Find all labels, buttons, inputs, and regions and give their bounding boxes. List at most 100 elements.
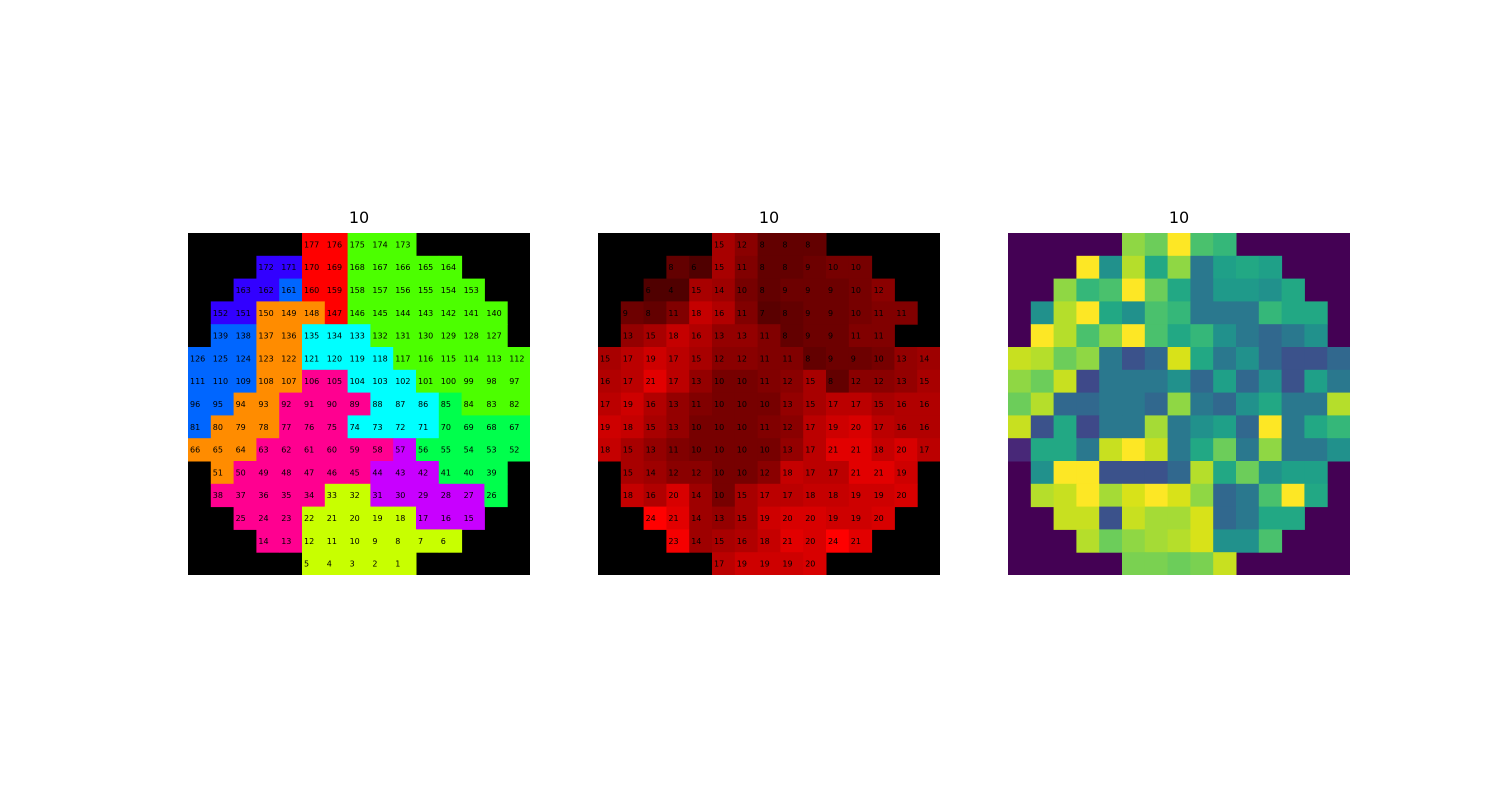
cell-label: 11	[737, 309, 747, 318]
cell-label: 84	[464, 400, 474, 409]
heatmap-cell	[643, 324, 667, 348]
cell-label: 158	[350, 286, 365, 295]
heatmap-cell	[1190, 506, 1214, 530]
heatmap-cell	[780, 301, 804, 325]
heatmap-cell	[689, 369, 713, 394]
cell-label: 10	[714, 377, 724, 386]
heatmap-cell	[1236, 415, 1260, 439]
cell-label: 10	[737, 400, 747, 409]
heatmap-cell	[1053, 483, 1077, 508]
heatmap-cell	[757, 506, 781, 530]
heatmap-cell	[780, 347, 804, 371]
heatmap-cell	[256, 506, 280, 530]
heatmap-cell	[507, 392, 530, 416]
heatmap-cell	[210, 461, 235, 485]
heatmap-cell	[689, 461, 713, 485]
heatmap-cell	[1099, 506, 1123, 530]
heatmap-cell	[233, 438, 257, 462]
heatmap-cell	[1030, 483, 1055, 508]
heatmap-cell	[1167, 552, 1191, 575]
cell-label: 18	[623, 423, 633, 432]
heatmap-cell	[324, 347, 349, 371]
heatmap-cell	[1190, 552, 1214, 575]
heatmap-cell	[484, 347, 508, 371]
cell-label: 49	[258, 468, 268, 477]
heatmap-cell	[826, 301, 850, 325]
cell-label: 99	[464, 377, 474, 386]
heatmap-cell	[302, 483, 326, 508]
cell-label: 8	[805, 240, 810, 249]
heatmap-cell	[1236, 483, 1260, 508]
heatmap-cell	[393, 552, 417, 575]
heatmap-cell	[712, 233, 736, 257]
cell-label: 89	[350, 400, 360, 409]
cell-label: 9	[805, 332, 810, 341]
heatmap-cell	[302, 529, 326, 553]
heatmap-cell	[416, 301, 440, 325]
heatmap-cell	[803, 529, 827, 553]
heatmap-cell	[370, 438, 394, 462]
heatmap-cell	[712, 461, 736, 485]
heatmap-cell	[734, 552, 759, 575]
heatmap-cell	[917, 438, 940, 462]
cell-label: 80	[213, 423, 223, 432]
cell-label: 64	[236, 446, 246, 455]
cell-label: 13	[714, 514, 724, 523]
heatmap-cell	[1236, 255, 1260, 280]
cell-label: 35	[281, 491, 291, 500]
heatmap-cell	[393, 415, 417, 439]
heatmap-cell	[757, 483, 781, 508]
heatmap-cell	[1008, 415, 1032, 439]
heatmap-cell	[302, 506, 326, 530]
cell-label: 15	[691, 286, 701, 295]
cell-label: 143	[418, 309, 433, 318]
heatmap-cell	[233, 415, 257, 439]
heatmap-cell	[188, 438, 212, 462]
heatmap-cell	[438, 301, 463, 325]
heatmap-cell	[370, 415, 394, 439]
cell-label: 65	[213, 446, 223, 455]
heatmap-cell	[324, 552, 349, 575]
heatmap-cell	[507, 438, 530, 462]
cell-label: 42	[418, 468, 428, 477]
heatmap-cell	[894, 301, 918, 325]
cell-label: 100	[441, 377, 456, 386]
cell-label: 70	[441, 423, 451, 432]
heatmap-cell	[803, 392, 827, 416]
cell-label: 9	[828, 309, 833, 318]
cell-label: 129	[441, 332, 456, 341]
cell-label: 32	[350, 491, 360, 500]
cell-label: 148	[304, 309, 319, 318]
heatmap-cell	[689, 415, 713, 439]
panel-title: 10	[758, 208, 780, 227]
cell-label: 50	[236, 468, 246, 477]
heatmap-cell	[734, 233, 759, 257]
heatmap-cell	[712, 438, 736, 462]
heatmap-cell	[894, 392, 918, 416]
cell-label: 17	[851, 400, 861, 409]
heatmap-cell	[826, 255, 850, 280]
cell-label: 82	[509, 400, 519, 409]
heatmap-cell	[917, 415, 940, 439]
heatmap-cell	[1236, 369, 1260, 394]
panel-title: 10	[348, 208, 370, 227]
heatmap-cell	[643, 415, 667, 439]
heatmap-cell	[1008, 392, 1032, 416]
heatmap-cell	[370, 552, 394, 575]
heatmap-cell	[188, 347, 212, 371]
cell-label: 117	[395, 354, 410, 363]
heatmap-cell	[1258, 415, 1283, 439]
heatmap-cell	[1190, 301, 1214, 325]
heatmap-cell	[1122, 369, 1146, 394]
heatmap-cell	[894, 461, 918, 485]
heatmap-cell	[826, 369, 850, 394]
heatmap-cell	[188, 392, 212, 416]
cell-label: 16	[600, 377, 610, 386]
heatmap-cell	[1099, 415, 1123, 439]
heatmap-cell	[689, 255, 713, 280]
heatmap-cell	[1053, 415, 1077, 439]
heatmap-cell	[848, 415, 873, 439]
cell-label: 17	[782, 491, 792, 500]
heatmap-cell	[780, 415, 804, 439]
cell-label: 154	[441, 286, 456, 295]
